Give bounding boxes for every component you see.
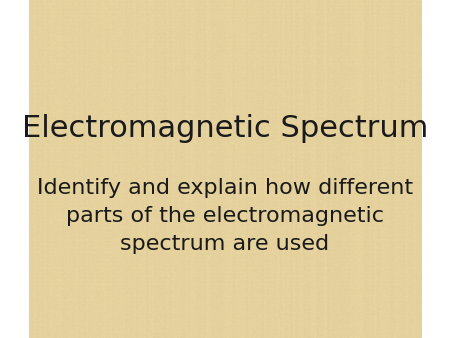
Text: Identify and explain how different
parts of the electromagnetic
spectrum are use: Identify and explain how different parts… xyxy=(37,178,413,254)
Text: Electromagnetic Spectrum: Electromagnetic Spectrum xyxy=(22,114,428,143)
